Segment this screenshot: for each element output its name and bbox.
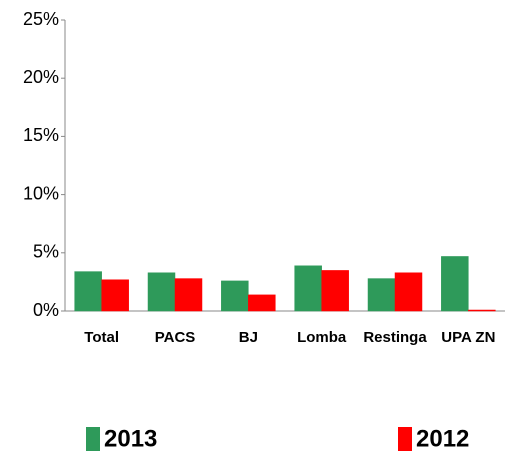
bar bbox=[294, 265, 322, 312]
legend-label: 2013 bbox=[104, 425, 157, 452]
bar bbox=[394, 272, 423, 312]
y-tick-label: 10% bbox=[23, 183, 59, 203]
legend-swatch bbox=[398, 427, 412, 451]
y-tick-label: 5% bbox=[33, 242, 59, 262]
bar bbox=[468, 309, 496, 312]
bar bbox=[221, 280, 249, 312]
bar bbox=[248, 294, 276, 312]
x-tick-label: Total bbox=[84, 329, 119, 346]
x-tick-label: Lomba bbox=[297, 329, 347, 346]
bar bbox=[321, 270, 349, 312]
bar bbox=[441, 256, 469, 312]
bar bbox=[147, 272, 176, 312]
y-tick-label: 15% bbox=[23, 125, 59, 145]
x-tick-label: PACS bbox=[155, 329, 196, 346]
y-tick-label: 0% bbox=[33, 300, 59, 320]
x-tick-label: Restinga bbox=[363, 329, 427, 346]
x-tick-label: UPA ZN bbox=[441, 329, 495, 346]
bar bbox=[174, 278, 203, 312]
bar bbox=[74, 271, 102, 312]
bar bbox=[367, 278, 396, 312]
y-tick-label: 25% bbox=[23, 9, 59, 29]
y-tick-label: 20% bbox=[23, 67, 59, 87]
legend-label: 2012 bbox=[416, 425, 469, 452]
bar bbox=[101, 279, 129, 312]
x-tick-label: BJ bbox=[239, 329, 258, 346]
legend-swatch bbox=[86, 427, 100, 451]
